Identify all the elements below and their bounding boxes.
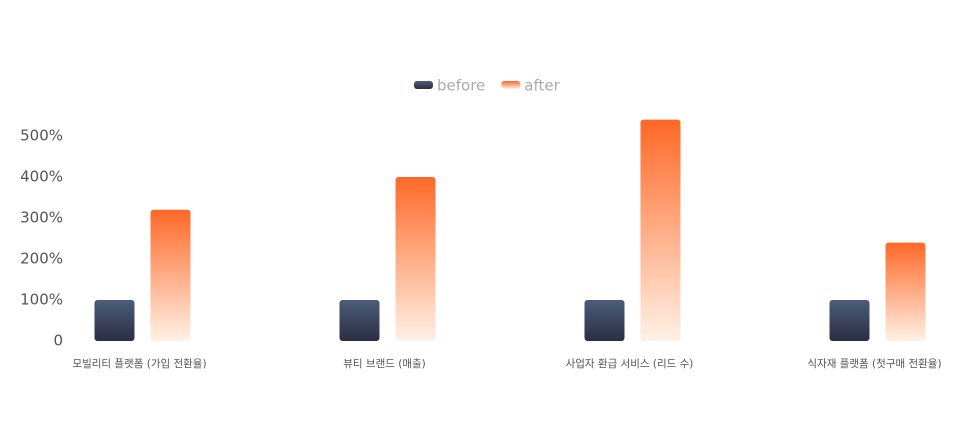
x-tick-label: 모빌리티 플랫폼 (가입 전환율) <box>72 357 206 370</box>
bar <box>94 300 135 341</box>
y-tick-label: 200% <box>20 250 63 268</box>
bar <box>395 177 436 341</box>
y-tick-label: 400% <box>20 168 63 186</box>
bar <box>829 300 870 341</box>
legend-label: before <box>437 77 485 95</box>
bar <box>339 300 380 341</box>
bar <box>885 242 926 341</box>
legend-swatch <box>414 81 433 89</box>
x-tick-label: 식자재 플랫폼 (첫구매 전환율) <box>807 358 941 370</box>
y-tick-label: 100% <box>20 291 63 309</box>
bar <box>584 300 625 341</box>
y-tick-label: 500% <box>20 127 63 145</box>
x-tick-label: 뷰티 브랜드 (매출) <box>343 358 426 370</box>
x-tick-label: 사업자 환급 서비스 (리드 수) <box>566 357 694 370</box>
bar <box>150 209 191 341</box>
legend-label: after <box>524 77 560 95</box>
bar <box>640 119 681 341</box>
y-tick-label: 300% <box>20 209 63 227</box>
y-tick-label: 0 <box>53 332 63 350</box>
legend-swatch <box>501 81 521 89</box>
